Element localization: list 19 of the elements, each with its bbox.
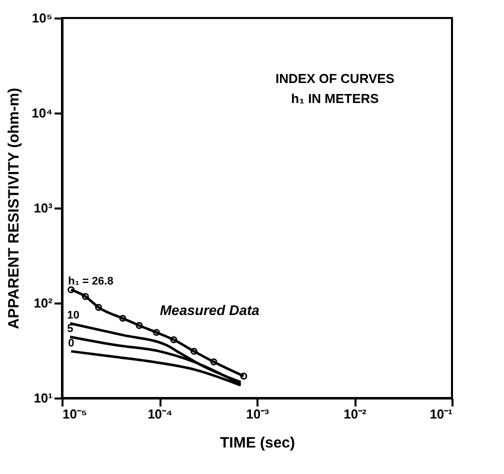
x-tick-label: 10⁻⁵ (62, 406, 88, 422)
x-tick-label: 10⁻⁴ (148, 406, 172, 422)
y-tick-label: 10³ (34, 200, 54, 216)
x-tick-label: 10⁻³ (246, 406, 270, 422)
annotation: Measured Data (160, 302, 260, 318)
x-tick-label: 10⁻² (344, 406, 368, 422)
series-label: 0 (68, 337, 74, 350)
annotation: h₁ IN METERS (291, 91, 380, 106)
x-tick-label: 10⁻¹ (430, 406, 452, 422)
y-tick-label: 10⁵ (32, 10, 52, 26)
series-label: 5 (67, 322, 74, 335)
series-label: 10 (67, 309, 80, 322)
x-axis-title: TIME (sec) (220, 434, 296, 452)
y-axis-title: APPARENT RESISTIVITY (ohm-m) (6, 88, 23, 330)
y-tick-label: 10¹ (34, 390, 52, 406)
annotation: INDEX OF CURVES (276, 71, 395, 86)
series-label: h₁ = 26.8 (68, 276, 114, 288)
y-tick-label: 10⁴ (32, 106, 52, 120)
y-tick-label: 10² (34, 296, 54, 310)
